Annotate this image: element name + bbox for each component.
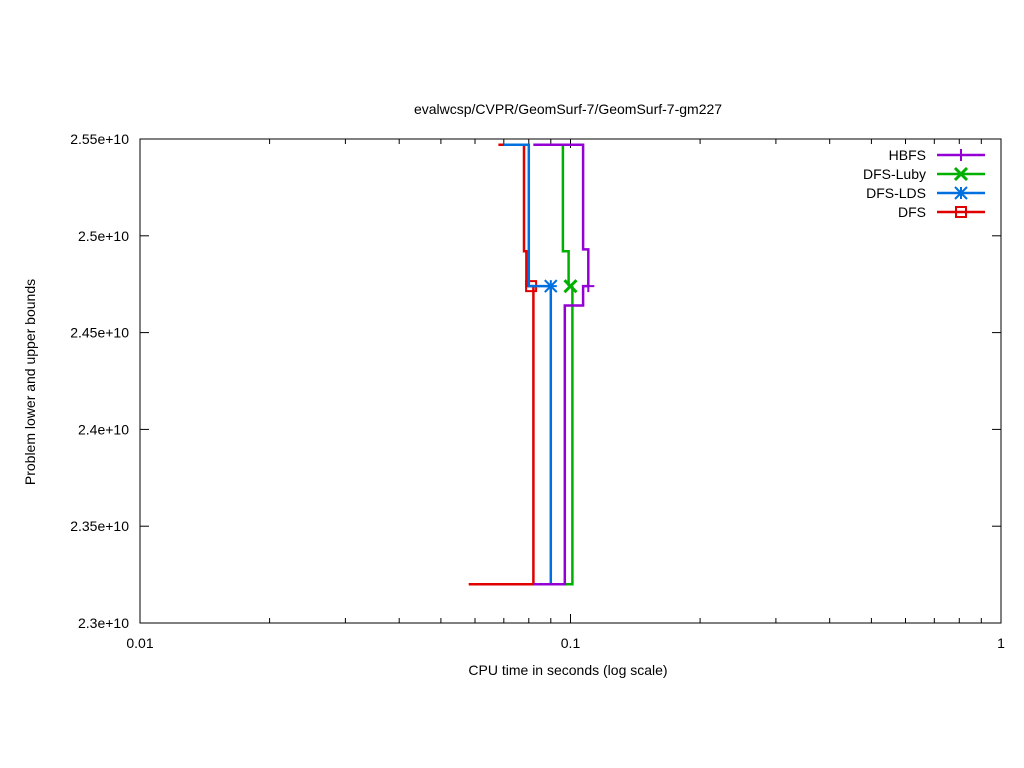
legend-label: DFS-LDS — [866, 185, 926, 201]
x-axis-label: CPU time in seconds (log scale) — [468, 662, 667, 678]
series-lower-bound-line — [533, 286, 553, 586]
series-layer — [468, 143, 595, 586]
series-lower-bound-line — [533, 286, 574, 586]
series-upper-bound-line — [533, 143, 570, 287]
x-tick-label: 0.1 — [561, 635, 581, 651]
legend-item-dfs-luby: DFS-Luby — [863, 166, 985, 182]
series-final-marker — [563, 279, 578, 294]
y-tick-label: 2.55e+10 — [70, 131, 129, 147]
legend-marker — [955, 206, 967, 218]
legend-marker — [953, 166, 969, 182]
series-upper-bound-line — [503, 143, 551, 288]
y-axis-label: Problem lower and upper bounds — [22, 279, 38, 485]
series-lower-bound-line — [468, 286, 535, 586]
series-upper-bound-line — [533, 143, 590, 287]
series-dfs — [468, 143, 538, 586]
x-tick-label: 0.01 — [126, 635, 153, 651]
chart-title: evalwcsp/CVPR/GeomSurf-7/GeomSurf-7-gm22… — [414, 101, 722, 117]
y-tick-label: 2.5e+10 — [78, 228, 129, 244]
y-tick-label: 2.45e+10 — [70, 325, 129, 341]
legend-marker — [955, 149, 967, 161]
series-final-marker — [544, 279, 558, 293]
y-tick-label: 2.35e+10 — [70, 518, 129, 534]
series-lower-bound-line — [533, 284, 589, 586]
series-dfs-luby — [533, 143, 578, 586]
x-tick-label: 1 — [997, 635, 1005, 651]
legend-item-dfs: DFS — [898, 204, 985, 220]
legend-label: HBFS — [889, 147, 926, 163]
plot-frame — [139, 138, 1002, 624]
axes-ticks: 2.3e+10 2.35e+10 2.4e+10 2.45e+10 2.5e+10 2.5… — [70, 131, 1005, 651]
legend-item-dfs-lds: DFS-LDS — [866, 185, 985, 201]
y-tick-label: 2.3e+10 — [78, 615, 129, 631]
legend: HBFS DFS-Luby DFS-LDS DFS — [863, 147, 985, 220]
y-tick-label: 2.4e+10 — [78, 421, 129, 437]
legend-label: DFS — [898, 204, 926, 220]
series-hbfs — [533, 143, 595, 586]
legend-item-hbfs: HBFS — [889, 147, 985, 163]
series-dfs-lds — [503, 143, 558, 586]
legend-marker — [954, 186, 968, 200]
series-final-marker — [582, 280, 595, 293]
legend-label: DFS-Luby — [863, 166, 926, 182]
